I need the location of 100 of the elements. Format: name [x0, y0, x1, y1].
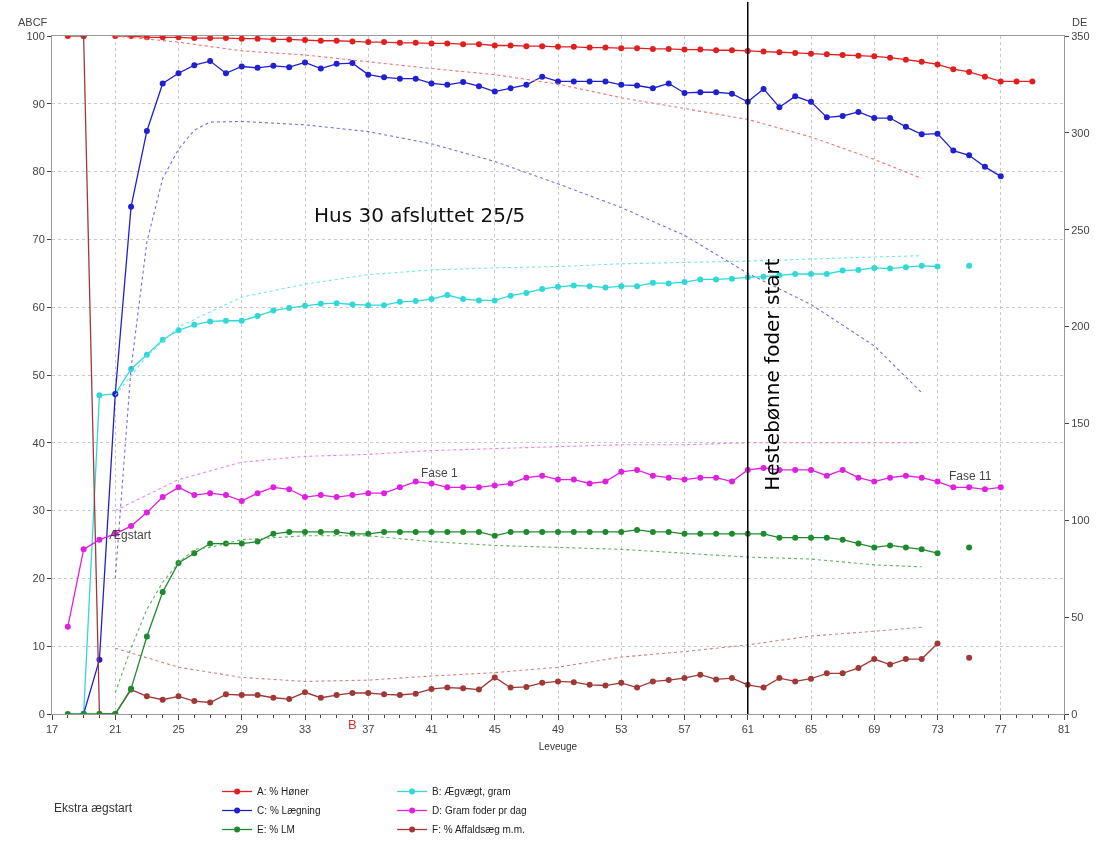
point [191, 492, 198, 499]
y2-tick-label: 150 [1071, 417, 1090, 430]
point [839, 536, 846, 543]
point [618, 81, 625, 88]
point [475, 297, 482, 304]
point [302, 494, 308, 501]
point [333, 60, 340, 67]
point [460, 296, 467, 303]
point [997, 484, 1004, 491]
y-axis-title: ABCF [18, 16, 48, 28]
x-tick-label: 81 [1057, 723, 1071, 736]
point [697, 474, 704, 481]
point [444, 684, 451, 691]
point [918, 474, 925, 481]
point [270, 484, 277, 491]
point [981, 163, 988, 170]
point [412, 690, 419, 697]
point [175, 70, 182, 77]
text: B [348, 717, 357, 732]
point [902, 544, 909, 551]
ref-line-label: Hestebønne foder start [759, 258, 784, 491]
point [792, 678, 799, 685]
annotation: Fase 11 [949, 469, 992, 483]
point [665, 80, 672, 87]
point [602, 528, 609, 535]
point [365, 530, 372, 537]
point [286, 304, 293, 311]
point [381, 528, 388, 535]
point [887, 474, 894, 481]
point [934, 550, 941, 557]
point [665, 677, 672, 684]
point [887, 661, 894, 668]
point [808, 675, 814, 682]
point [539, 679, 546, 686]
point [286, 528, 293, 535]
point [602, 284, 609, 291]
point [792, 466, 799, 473]
point [570, 282, 577, 289]
y2-tick-label: 100 [1071, 514, 1090, 527]
point [428, 296, 435, 303]
point [570, 476, 577, 483]
x-tick-label: 17 [45, 723, 59, 736]
point [444, 528, 451, 535]
point [713, 474, 720, 481]
point [950, 147, 957, 154]
point [618, 468, 625, 475]
x-tick-label: 33 [298, 723, 312, 736]
point [444, 81, 451, 88]
point [428, 528, 435, 535]
point [475, 83, 482, 90]
point [649, 678, 656, 685]
point [317, 694, 324, 701]
legend-label: F: % Affaldsæg m.m. [432, 824, 525, 836]
point [681, 89, 688, 96]
point [997, 173, 1004, 180]
point [381, 691, 388, 698]
point [855, 108, 862, 115]
point [934, 263, 941, 270]
point [333, 494, 340, 501]
point [396, 75, 403, 82]
y2-tick-label: 250 [1071, 223, 1090, 236]
point [349, 492, 356, 499]
point [966, 152, 973, 159]
point [728, 275, 735, 282]
point [270, 62, 277, 69]
annotation: Ægstart [109, 528, 152, 542]
point [681, 675, 688, 682]
y2-tick-label: 0 [1071, 707, 1078, 720]
point [254, 538, 261, 545]
point [634, 82, 641, 89]
x-tick-label: 41 [425, 723, 438, 736]
point [950, 484, 957, 491]
point [333, 692, 340, 699]
point [302, 302, 308, 309]
point [444, 484, 451, 491]
point [634, 526, 641, 533]
x-tick-label: 29 [235, 723, 248, 736]
point [412, 298, 419, 305]
legend-label: D: Gram foder pr dag [432, 805, 527, 817]
legend-label: E: % LM [257, 824, 295, 836]
point [871, 264, 878, 271]
y2-tick-label: 300 [1071, 126, 1090, 139]
x-tick-label: 45 [488, 723, 501, 736]
point [254, 692, 261, 699]
point [396, 692, 403, 699]
point [381, 302, 388, 309]
point [270, 307, 277, 314]
point [871, 656, 878, 663]
point [159, 80, 166, 87]
point [412, 478, 419, 485]
point [602, 682, 609, 689]
x-tick-label: 77 [994, 723, 1007, 736]
point [333, 300, 340, 307]
point [713, 89, 720, 96]
point [649, 472, 656, 479]
point [191, 698, 198, 705]
point [760, 530, 767, 537]
legend-label: B: Ægvægt, gram [432, 786, 511, 798]
point [918, 546, 925, 553]
point [491, 532, 498, 539]
